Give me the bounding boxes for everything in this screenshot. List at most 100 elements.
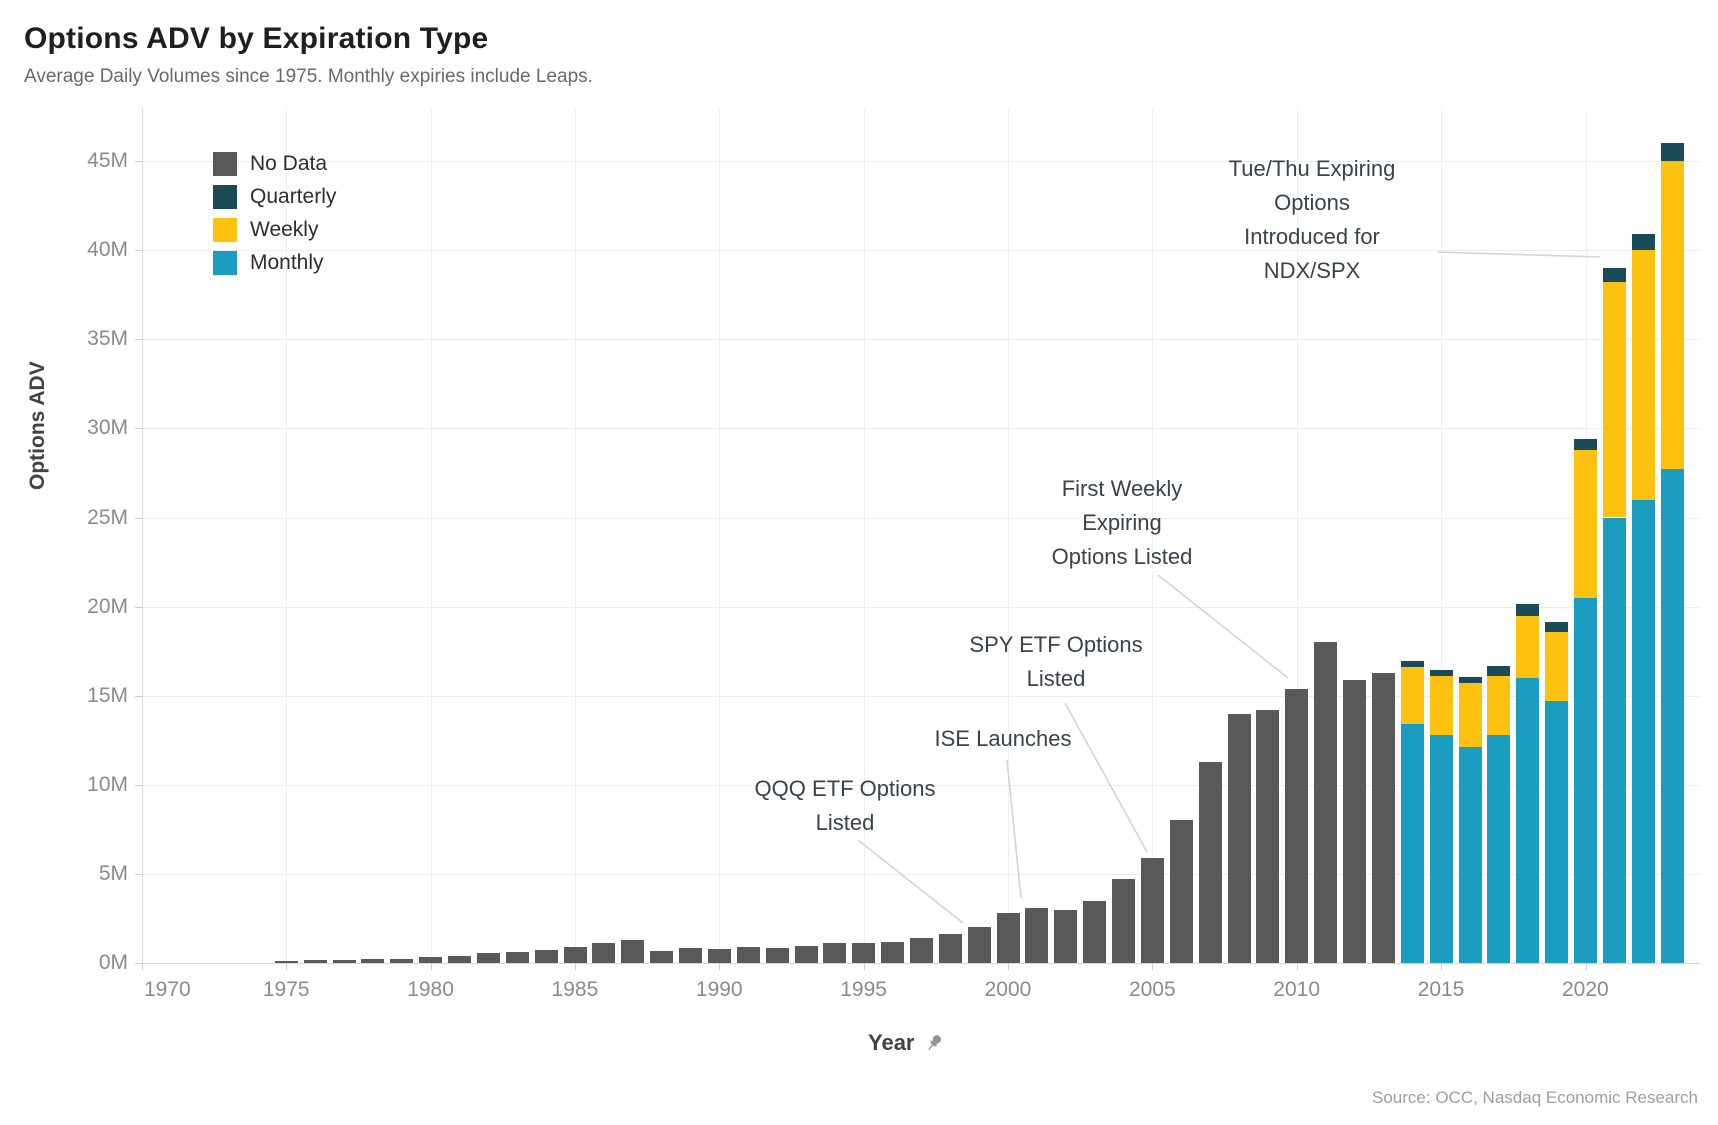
- bar-segment-2023-weekly[interactable]: [1660, 161, 1684, 470]
- bar-segment-1977-no-data[interactable]: [332, 960, 356, 963]
- gridline-10M: [142, 784, 1700, 786]
- annotation-qqq: QQQ ETF Options Listed: [755, 772, 936, 840]
- bar-segment-1987-no-data[interactable]: [621, 939, 645, 963]
- legend-item-monthly[interactable]: Monthly: [213, 251, 336, 275]
- bar-segment-1993-no-data[interactable]: [794, 946, 818, 963]
- plot-area: [142, 108, 1700, 964]
- bar-segment-2018-weekly[interactable]: [1516, 615, 1540, 678]
- bar-segment-2021-monthly[interactable]: [1602, 517, 1626, 963]
- bar-segment-2013-no-data[interactable]: [1371, 672, 1395, 963]
- bar-segment-2000-no-data[interactable]: [996, 913, 1020, 963]
- bar-segment-2019-monthly[interactable]: [1545, 701, 1569, 963]
- bar-segment-2005-no-data[interactable]: [1140, 857, 1164, 963]
- bar-segment-2014-monthly[interactable]: [1400, 724, 1424, 963]
- x-axis-title: Year: [868, 1030, 945, 1056]
- bar-segment-1984-no-data[interactable]: [534, 949, 558, 963]
- bar-segment-2021-weekly[interactable]: [1602, 282, 1626, 518]
- bar-segment-1980-no-data[interactable]: [419, 956, 443, 963]
- x-tick-mark-2005: [1152, 963, 1154, 970]
- bar-segment-1986-no-data[interactable]: [592, 942, 616, 963]
- bar-segment-2022-quarterly[interactable]: [1631, 234, 1655, 251]
- bar-segment-1995-no-data[interactable]: [852, 942, 876, 963]
- bar-segment-2008-no-data[interactable]: [1227, 713, 1251, 963]
- y-tick-label-40M: 40M: [87, 238, 128, 262]
- x-axis-title-label: Year: [868, 1030, 915, 1055]
- bar-segment-2017-monthly[interactable]: [1487, 734, 1511, 963]
- bar-segment-1983-no-data[interactable]: [505, 952, 529, 963]
- bar-segment-1991-no-data[interactable]: [736, 946, 760, 963]
- bar-segment-2020-weekly[interactable]: [1574, 449, 1597, 598]
- bar-segment-1990-no-data[interactable]: [707, 948, 731, 963]
- bar-segment-2004-no-data[interactable]: [1112, 879, 1136, 963]
- gridline-35M: [142, 339, 1700, 341]
- legend-item-weekly[interactable]: Weekly: [213, 218, 336, 242]
- legend-label: Weekly: [250, 218, 319, 241]
- bar-segment-2010-no-data[interactable]: [1285, 688, 1309, 963]
- annotation-tue-thu-line: Tue/Thu Expiring: [1228, 156, 1396, 181]
- bar-segment-2003-no-data[interactable]: [1083, 900, 1107, 963]
- bar-segment-1979-no-data[interactable]: [390, 959, 414, 963]
- bar-segment-2018-quarterly[interactable]: [1516, 603, 1540, 616]
- legend-item-quarterly[interactable]: Quarterly: [213, 185, 336, 209]
- bar-segment-1981-no-data[interactable]: [448, 955, 472, 963]
- bar-segment-2022-monthly[interactable]: [1631, 499, 1655, 963]
- bar-segment-2018-monthly[interactable]: [1516, 677, 1540, 963]
- bar-segment-2014-weekly[interactable]: [1400, 667, 1424, 725]
- bar-segment-2001-no-data[interactable]: [1025, 907, 1049, 963]
- bar-segment-1998-no-data[interactable]: [938, 933, 962, 963]
- x-tick-label-1990: 1990: [695, 978, 743, 1001]
- annotation-ise: ISE Launches: [935, 722, 1072, 756]
- bar-segment-2007-no-data[interactable]: [1198, 761, 1222, 963]
- legend-item-no-data[interactable]: No Data: [213, 152, 336, 176]
- bar-segment-1989-no-data[interactable]: [679, 947, 703, 963]
- x-tick-mark-2010: [1296, 963, 1298, 970]
- bar-segment-1996-no-data[interactable]: [881, 941, 905, 963]
- bar-segment-2015-weekly[interactable]: [1429, 676, 1453, 735]
- gridline-2015: [1441, 108, 1443, 963]
- bar-segment-1992-no-data[interactable]: [765, 947, 789, 963]
- x-tick-label-1985: 1985: [551, 978, 599, 1001]
- y-tick-mark-5M: [135, 873, 142, 875]
- bar-segment-1994-no-data[interactable]: [823, 943, 847, 963]
- bar-segment-2012-no-data[interactable]: [1343, 679, 1367, 963]
- bar-segment-2015-monthly[interactable]: [1429, 734, 1453, 963]
- bar-segment-2002-no-data[interactable]: [1054, 909, 1078, 963]
- x-tick-mark-1995: [863, 963, 865, 970]
- bar-segment-1999-no-data[interactable]: [967, 927, 991, 963]
- bar-segment-2011-no-data[interactable]: [1314, 642, 1338, 963]
- y-tick-label-35M: 35M: [87, 327, 128, 351]
- y-tick-label-15M: 15M: [87, 683, 128, 707]
- legend-label: No Data: [250, 152, 328, 175]
- bar-segment-2015-quarterly[interactable]: [1429, 669, 1453, 677]
- bar-segment-2022-weekly[interactable]: [1631, 250, 1655, 500]
- bar-segment-1997-no-data[interactable]: [909, 938, 933, 963]
- bar-segment-2014-quarterly[interactable]: [1400, 660, 1424, 668]
- bar-segment-2006-no-data[interactable]: [1169, 820, 1193, 963]
- bar-segment-1988-no-data[interactable]: [650, 950, 674, 963]
- bar-segment-1976-no-data[interactable]: [303, 960, 327, 963]
- bar-segment-2016-weekly[interactable]: [1458, 683, 1482, 748]
- bar-segment-2023-quarterly[interactable]: [1660, 143, 1684, 162]
- bar-segment-2019-weekly[interactable]: [1545, 631, 1569, 702]
- y-tick-mark-45M: [135, 161, 142, 163]
- bar-segment-2016-monthly[interactable]: [1458, 747, 1482, 963]
- bar-segment-1978-no-data[interactable]: [361, 958, 385, 963]
- legend: No Data Quarterly Weekly Monthly: [213, 152, 336, 275]
- bar-segment-2017-quarterly[interactable]: [1487, 666, 1511, 677]
- bar-segment-2019-quarterly[interactable]: [1545, 621, 1569, 632]
- annotation-first-weekly-line: Options Listed: [1051, 544, 1193, 569]
- bar-segment-1985-no-data[interactable]: [563, 946, 587, 963]
- bar-segment-2016-quarterly[interactable]: [1458, 676, 1482, 684]
- bar-segment-1975-no-data[interactable]: [274, 961, 298, 963]
- pushpin-icon[interactable]: [923, 1032, 945, 1054]
- bar-segment-2020-monthly[interactable]: [1574, 597, 1597, 963]
- bar-segment-2017-weekly[interactable]: [1487, 676, 1511, 735]
- bar-segment-2020-quarterly[interactable]: [1574, 439, 1597, 450]
- y-tick-label-30M: 30M: [87, 416, 128, 440]
- bar-segment-1982-no-data[interactable]: [476, 953, 500, 963]
- annotation-ise-line: ISE Launches: [934, 726, 1072, 751]
- bar-segment-2021-quarterly[interactable]: [1602, 268, 1626, 283]
- bar-segment-2009-no-data[interactable]: [1256, 709, 1280, 963]
- y-tick-mark-40M: [135, 250, 142, 252]
- bar-segment-2023-monthly[interactable]: [1660, 469, 1684, 963]
